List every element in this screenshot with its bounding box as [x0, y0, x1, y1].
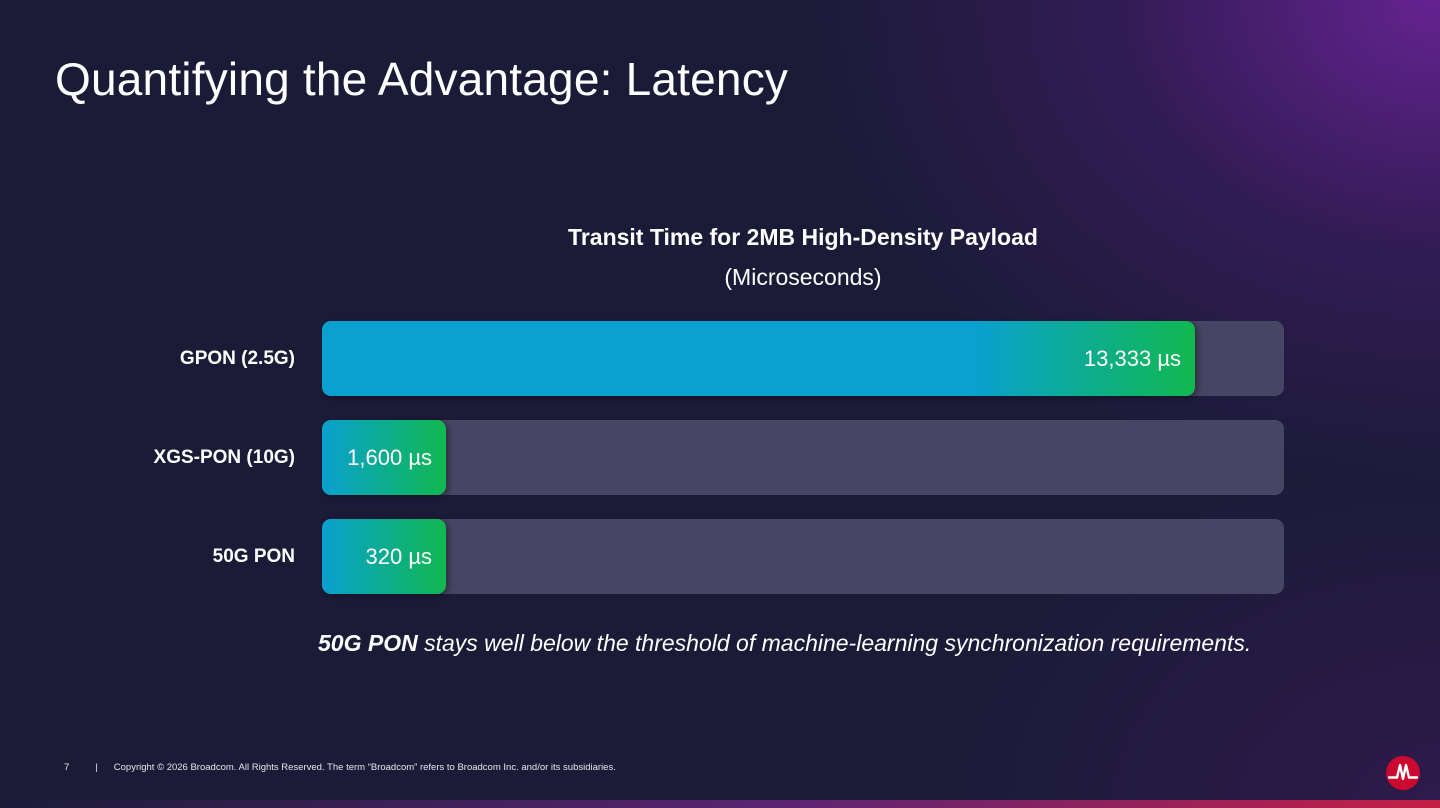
bar-track: 1,600 µs [322, 420, 1284, 495]
bar-value-label: 320 µs [365, 544, 433, 569]
bar-row-xgs-pon: XGS-PON (10G) 1,600 µs [0, 420, 1440, 495]
page-number: 7 [64, 762, 70, 773]
takeaway-text: 50G PON stays well below the threshold o… [318, 630, 1251, 657]
chart-title: Transit Time for 2MB High-Density Payloa… [568, 224, 1038, 250]
copyright-text: Copyright © 2026 Broadcom. All Rights Re… [113, 762, 616, 773]
bar-gpon: 13,333 µs [322, 321, 1195, 396]
bar-value-label: 1,600 µs [347, 445, 432, 470]
footer-separator: | [95, 762, 98, 773]
broadcom-logo-icon [1386, 756, 1420, 790]
bar-50g-pon: 320 µs [322, 519, 446, 594]
chart-subtitle: (Microseconds) [724, 264, 882, 290]
bottom-accent-band [0, 800, 1440, 808]
bar-track: 320 µs [322, 519, 1284, 594]
footer: 7 | Copyright © 2026 Broadcom. All Rights … [64, 762, 616, 773]
logo-circle [1386, 756, 1420, 790]
bar-value-label: 13,333 µs [1083, 346, 1181, 371]
bar-row-gpon: GPON (2.5G) 13,333 µs [0, 321, 1440, 396]
bar-xgs-pon: 1,600 µs [322, 420, 446, 495]
takeaway-emphasis: 50G PON [318, 630, 418, 656]
bar-track: 13,333 µs [322, 321, 1284, 396]
slide-title: Quantifying the Advantage: Latency [55, 53, 789, 105]
category-label: 50G PON [212, 546, 295, 567]
takeaway-rest: stays well below the threshold of machin… [417, 630, 1252, 656]
bar-row-50g-pon: 50G PON 320 µs [0, 519, 1440, 594]
category-label: GPON (2.5G) [179, 348, 295, 369]
category-label: XGS-PON (10G) [153, 447, 295, 468]
